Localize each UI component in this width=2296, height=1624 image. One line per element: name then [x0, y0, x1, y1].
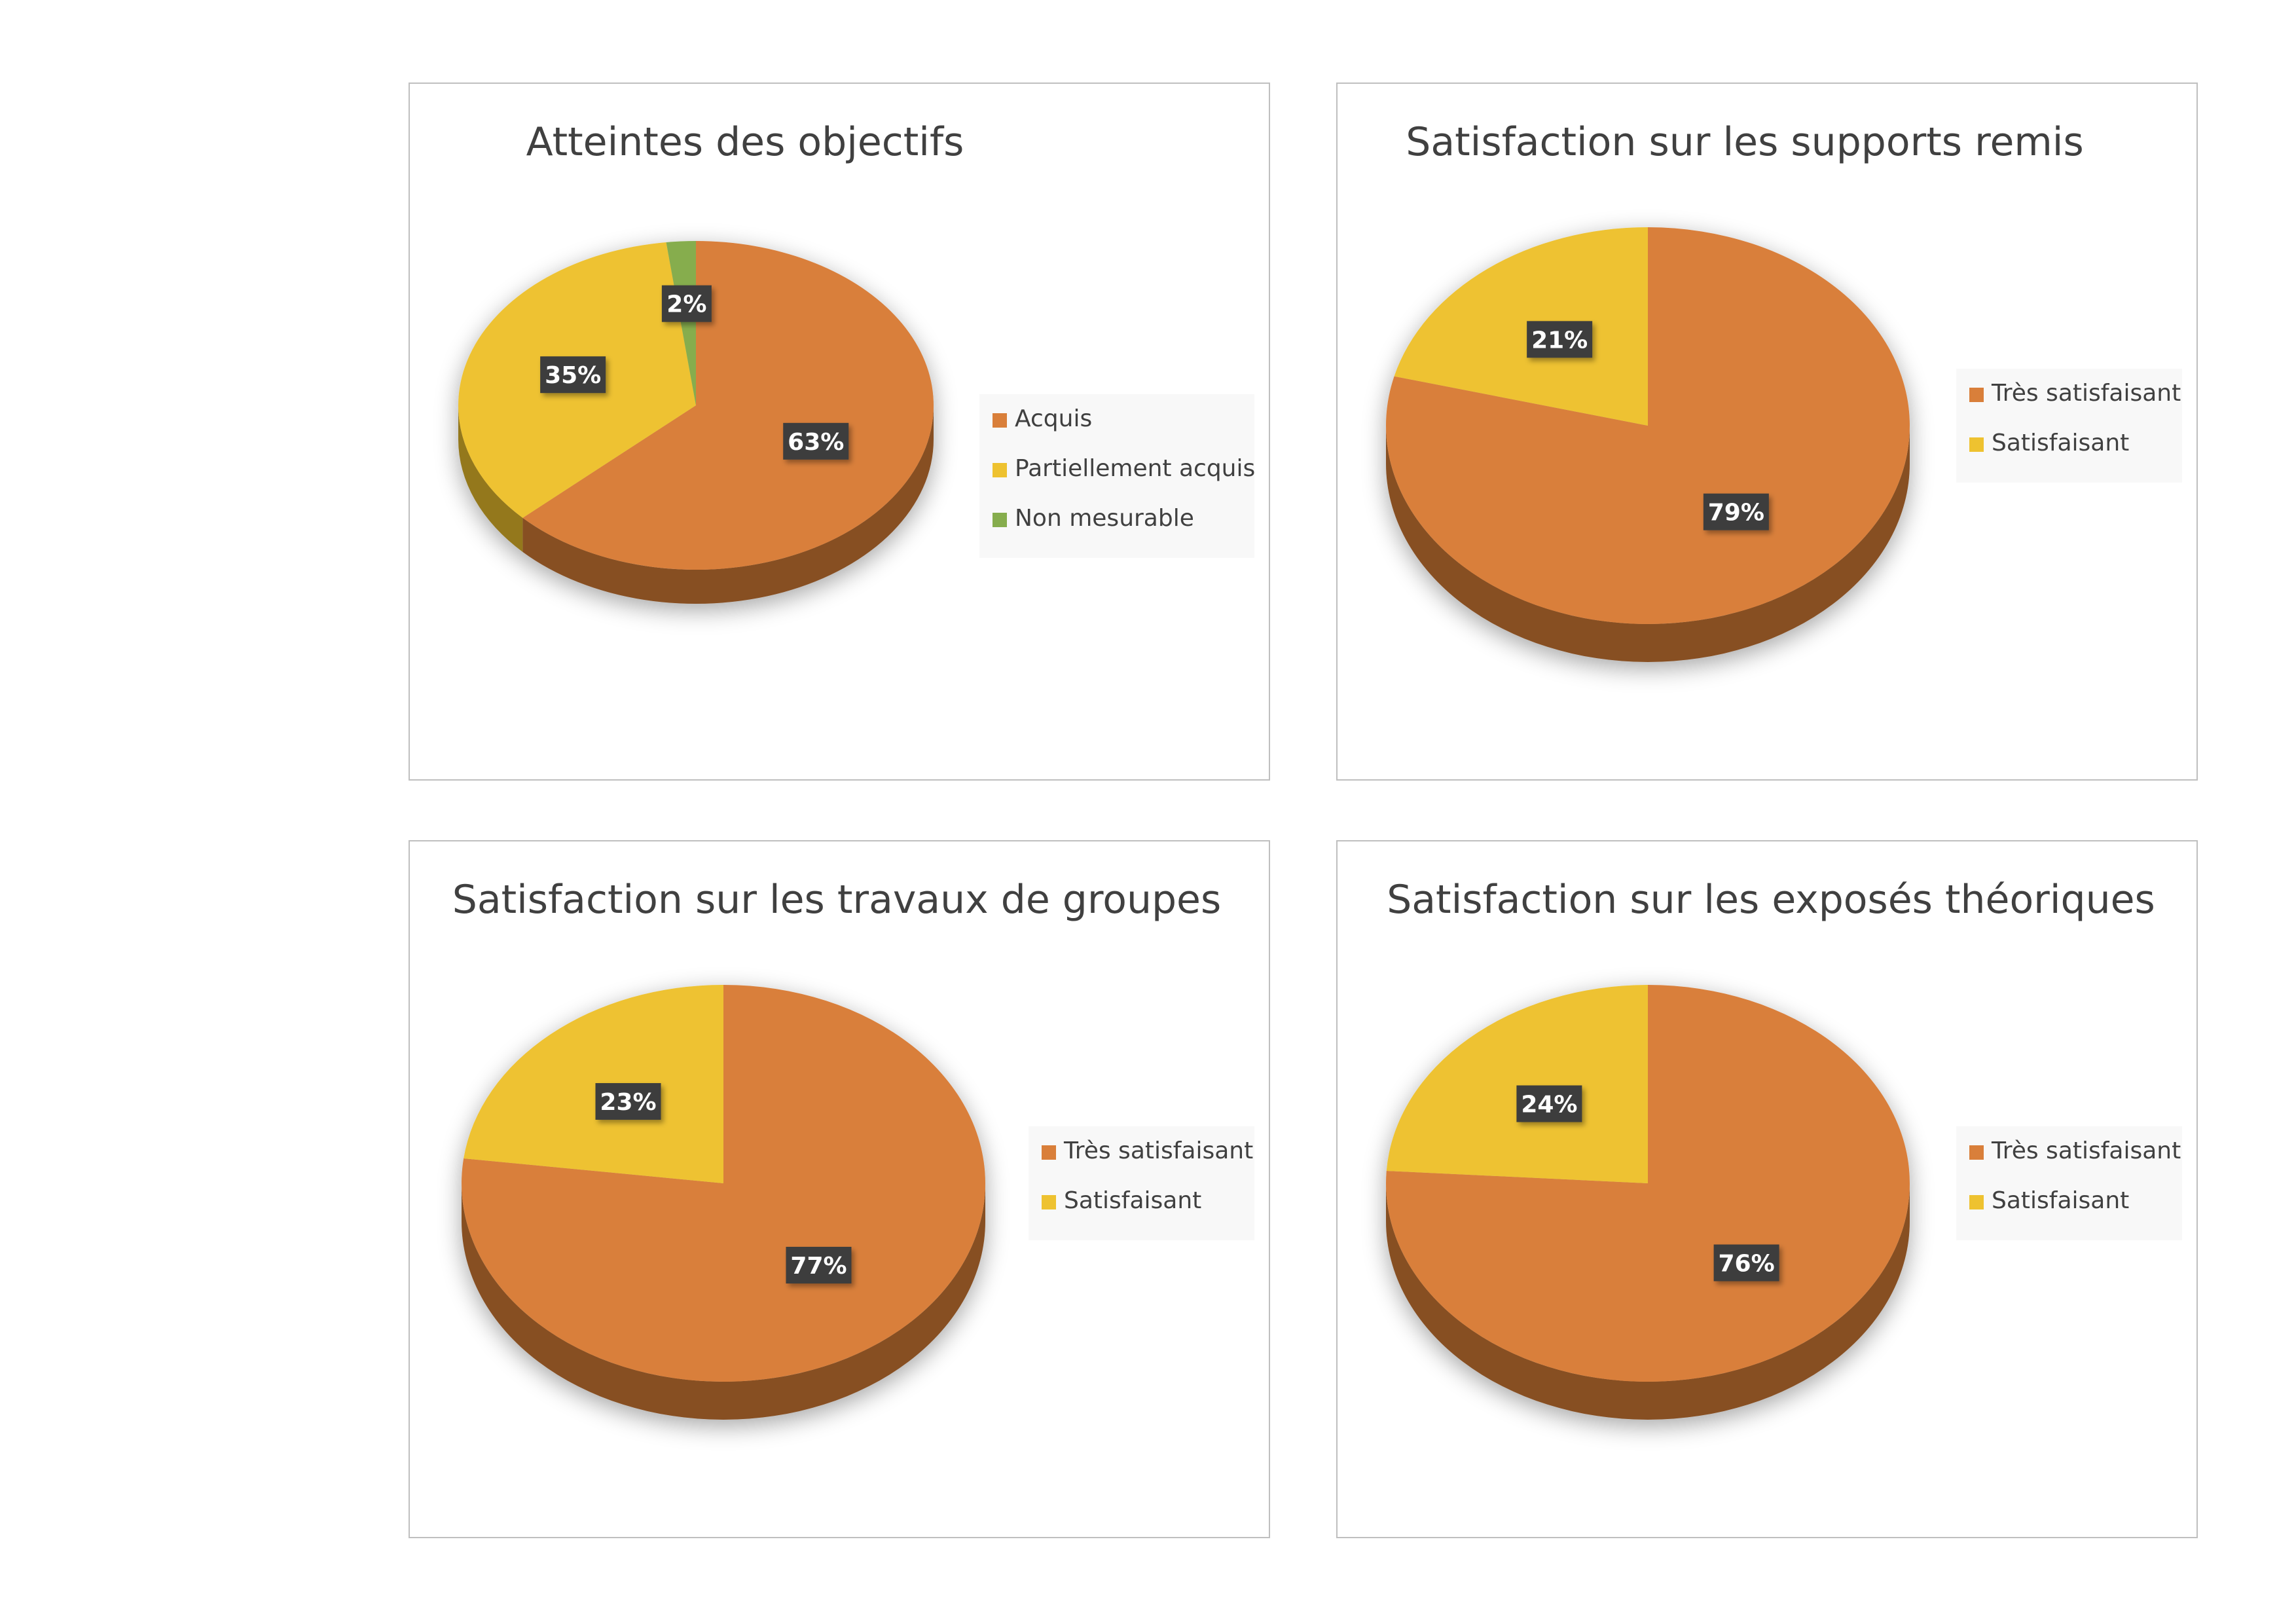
legend-swatch — [1969, 1145, 1984, 1160]
legend-item-tres-satisfaisant: Très satisfaisant — [1042, 1137, 1253, 1164]
pie-slice-satisfaisant — [464, 985, 723, 1183]
pie-chart-objectifs: Atteintes des objectifs 63% 35% 2% Acquis Par… — [458, 119, 1255, 604]
legend-item-acquis: Acquis — [993, 405, 1092, 432]
legend-item-satisfaisant: Satisfaisant — [1969, 430, 2129, 456]
data-label: 63% — [783, 422, 849, 460]
pie-side-tres-satisfaisant — [462, 1183, 985, 1420]
legend-item-non-mesurable: Non mesurable — [993, 505, 1194, 532]
legend-swatch — [1969, 437, 1984, 452]
svg-text:2%: 2% — [666, 291, 706, 318]
svg-text:63%: 63% — [788, 429, 844, 456]
pie-side-tres-satisfaisant — [1386, 426, 1910, 662]
legend-label: Très satisfaisant — [1991, 1137, 2181, 1164]
pie-chart-travaux: Satisfaction sur les travaux de groupes 7… — [452, 877, 1254, 1420]
data-label: 35% — [540, 356, 606, 394]
data-label: 79% — [1703, 493, 1769, 530]
pie-slice-acquis — [522, 241, 934, 570]
chart-panel-objectifs: Atteintes des objectifs 63% 35% 2% Acquis Par… — [409, 83, 1270, 781]
chart-title: Satisfaction sur les travaux de groupes — [452, 877, 1221, 923]
pie-side-tres-satisfaisant — [1386, 1183, 1910, 1420]
legend-label: Satisfaisant — [1992, 430, 2129, 456]
pie-side-partiellement-acquis — [458, 405, 523, 552]
data-label: 21% — [1527, 321, 1593, 358]
pie-side-acquis — [522, 405, 934, 604]
svg-text:76%: 76% — [1719, 1250, 1775, 1277]
pie-chart-exposes: Satisfaction sur les exposés théoriques 7… — [1386, 877, 2182, 1420]
legend-item-satisfaisant: Satisfaisant — [1969, 1187, 2129, 1214]
data-label: 77% — [786, 1247, 852, 1284]
chart-panel-supports: Satisfaction sur les supports remis 79% 21… — [1336, 83, 2198, 781]
legend-box — [1956, 369, 2182, 483]
legend-swatch — [1042, 1195, 1056, 1209]
chart-panel-travaux: Satisfaction sur les travaux de groupes 7… — [409, 840, 1270, 1538]
chart-panel-exposes: Satisfaction sur les exposés théoriques 7… — [1336, 840, 2198, 1538]
legend-swatch — [993, 413, 1007, 428]
legend-label: Non mesurable — [1015, 505, 1194, 532]
svg-text:21%: 21% — [1531, 327, 1588, 354]
legend-label: Très satisfaisant — [1063, 1137, 1253, 1164]
data-label: 76% — [1713, 1244, 1779, 1282]
legend-swatch — [993, 513, 1007, 527]
chart-title: Atteintes des objectifs — [526, 119, 964, 165]
legend: Très satisfaisant Satisfaisant — [1956, 369, 2182, 483]
legend-item-tres-satisfaisant: Très satisfaisant — [1969, 1137, 2181, 1164]
legend-item-satisfaisant: Satisfaisant — [1042, 1187, 1201, 1214]
legend: Très satisfaisant Satisfaisant — [1029, 1126, 1254, 1240]
pie-body — [1386, 227, 1910, 662]
data-label: 23% — [595, 1082, 661, 1120]
pie-slice-satisfaisant — [1394, 227, 1648, 426]
pie-slice-satisfaisant — [1386, 985, 1648, 1183]
legend: Très satisfaisant Satisfaisant — [1956, 1126, 2182, 1240]
chart-title: Satisfaction sur les supports remis — [1406, 119, 2083, 165]
svg-text:35%: 35% — [545, 362, 601, 389]
legend-swatch — [1969, 1195, 1984, 1209]
pie-body — [462, 985, 986, 1420]
svg-text:23%: 23% — [600, 1089, 656, 1116]
legend-box — [979, 394, 1254, 558]
pie-body — [1386, 985, 1910, 1420]
svg-text:24%: 24% — [1521, 1092, 1577, 1118]
legend-label: Acquis — [1015, 405, 1092, 432]
svg-text:79%: 79% — [1708, 500, 1764, 526]
data-label: 24% — [1516, 1085, 1582, 1122]
chart-title: Satisfaction sur les exposés théoriques — [1387, 877, 2155, 923]
data-label: 2% — [661, 285, 712, 322]
legend-box — [1956, 1126, 2182, 1240]
legend-label: Partiellement acquis — [1015, 455, 1255, 482]
legend-label: Satisfaisant — [1992, 1187, 2129, 1214]
legend-swatch — [1969, 388, 1984, 402]
pie-chart-supports: Satisfaction sur les supports remis 79% 21… — [1386, 119, 2182, 662]
legend-box — [1029, 1126, 1254, 1240]
pie-slice-non-mesurable — [666, 241, 696, 405]
pie-slice-tres-satisfaisant — [462, 985, 986, 1382]
legend-item-tres-satisfaisant: Très satisfaisant — [1969, 380, 2181, 407]
legend-swatch — [1042, 1145, 1056, 1160]
legend-label: Très satisfaisant — [1991, 380, 2181, 407]
legend-item-partiellement-acquis: Partiellement acquis — [993, 455, 1255, 482]
legend: Acquis Partiellement acquis Non mesurable — [979, 394, 1255, 558]
legend-label: Satisfaisant — [1064, 1187, 1201, 1214]
legend-swatch — [993, 463, 1007, 477]
svg-text:77%: 77% — [790, 1253, 847, 1280]
